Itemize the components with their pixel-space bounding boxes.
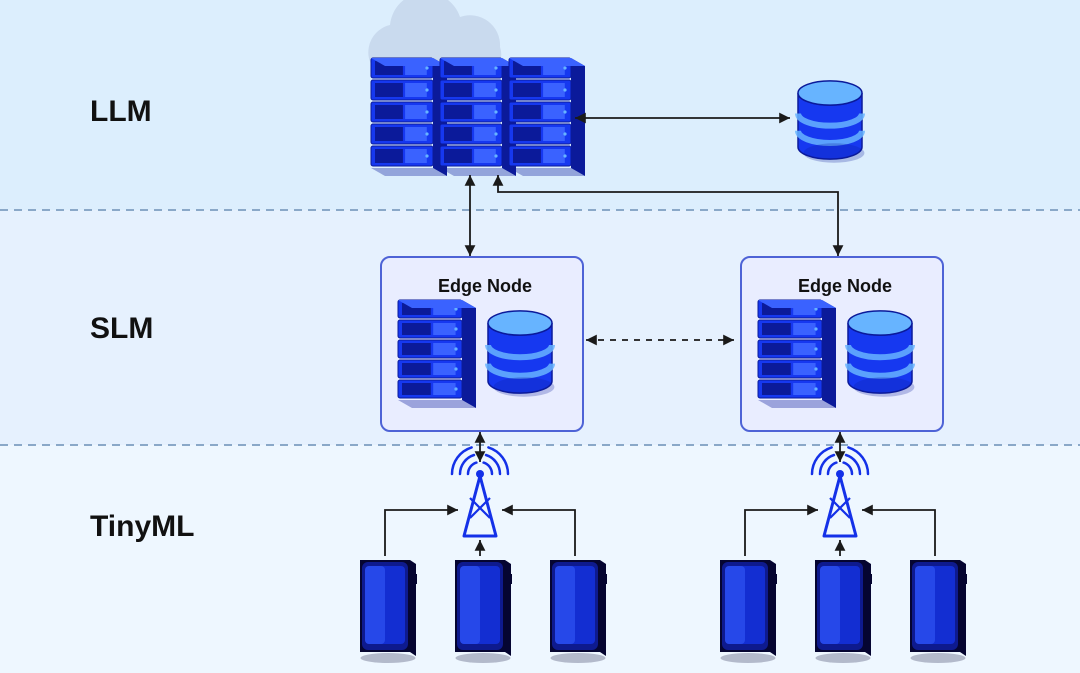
edge-node-left-title: Edge Node xyxy=(438,276,532,297)
tier-label-llm: LLM xyxy=(90,95,152,129)
tier-label-slm: SLM xyxy=(90,312,153,346)
tier-llm xyxy=(0,0,1080,210)
tier-tinyml xyxy=(0,445,1080,673)
edge-node-right-title: Edge Node xyxy=(798,276,892,297)
tier-label-tinyml: TinyML xyxy=(90,510,194,544)
